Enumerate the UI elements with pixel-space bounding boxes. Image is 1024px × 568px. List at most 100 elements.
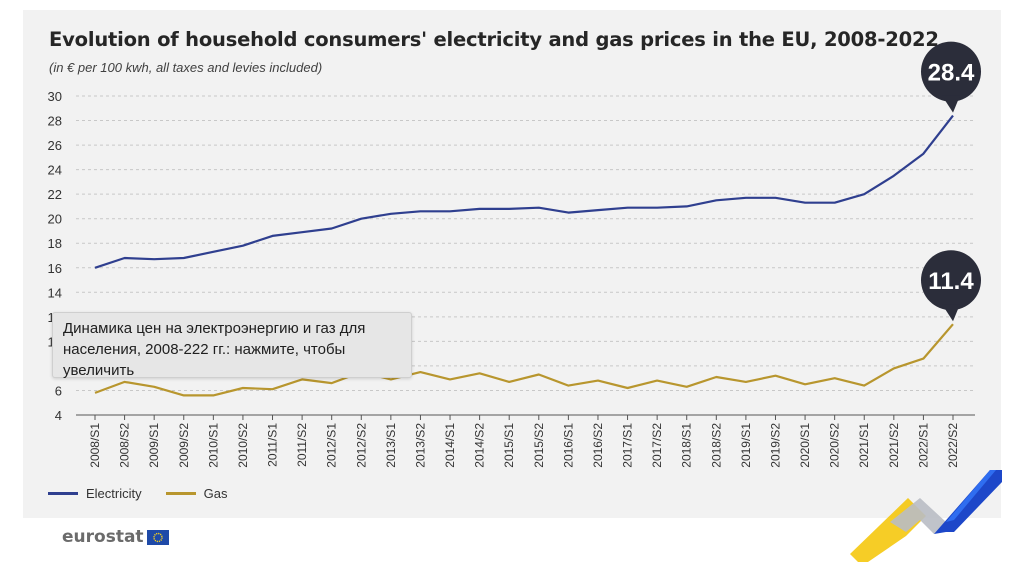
electricity-swatch: [48, 492, 78, 495]
data-point-gas[interactable]: [179, 390, 189, 400]
legend-item-electricity[interactable]: Electricity: [48, 486, 142, 501]
data-point-electricity[interactable]: [179, 253, 189, 263]
data-point-gas[interactable]: [711, 372, 721, 382]
y-tick-label: 4: [55, 408, 62, 423]
data-point-electricity[interactable]: [120, 253, 130, 263]
callout-electricity: 28.4: [921, 41, 981, 113]
zoom-tooltip[interactable]: Динамика цен на электроэнергию и газ для…: [52, 312, 412, 379]
logo-text: eurostat: [62, 527, 144, 547]
x-tick-label: 2009/S1: [147, 423, 161, 468]
chart-title: Evolution of household consumers' electr…: [49, 28, 939, 51]
data-point-gas[interactable]: [445, 374, 455, 384]
data-point-gas[interactable]: [918, 354, 928, 364]
data-point-gas[interactable]: [652, 376, 662, 386]
data-point-electricity[interactable]: [889, 171, 899, 181]
data-point-electricity[interactable]: [90, 263, 100, 273]
eurostat-decoration: [850, 470, 1002, 562]
x-tick-label: 2012/S1: [325, 423, 339, 468]
callout-label: 28.4: [928, 60, 975, 87]
series-line-gas[interactable]: [94, 323, 954, 397]
data-point-electricity[interactable]: [415, 206, 425, 216]
chart-subtitle: (in € per 100 kwh, all taxes and levies …: [49, 60, 323, 75]
data-point-electricity[interactable]: [652, 203, 662, 213]
legend-label-electricity: Electricity: [86, 486, 142, 501]
data-point-gas[interactable]: [889, 363, 899, 373]
data-point-gas[interactable]: [563, 381, 573, 391]
data-point-electricity[interactable]: [800, 198, 810, 208]
x-tick-label: 2017/S1: [621, 423, 635, 468]
legend-label-gas: Gas: [203, 486, 228, 501]
data-point-electricity[interactable]: [830, 198, 840, 208]
y-axis-ticks: 4681012141618202224262830: [48, 89, 62, 423]
data-point-electricity[interactable]: [208, 247, 218, 257]
series-lines: [90, 114, 954, 400]
legend-item-gas[interactable]: Gas: [165, 486, 228, 501]
data-point-gas[interactable]: [741, 377, 751, 387]
data-point-gas[interactable]: [90, 388, 100, 398]
x-tick-label: 2022/S1: [916, 423, 930, 468]
x-tick-label: 2017/S2: [650, 423, 664, 468]
data-point-electricity[interactable]: [682, 201, 692, 211]
chart-panel: [23, 10, 1001, 518]
data-point-gas[interactable]: [415, 367, 425, 377]
data-point-electricity[interactable]: [859, 189, 869, 199]
value-callouts: 28.4 11.4: [921, 41, 981, 322]
x-tick-label: 2008/S2: [118, 423, 132, 468]
data-point-electricity[interactable]: [504, 204, 514, 214]
x-tick-label: 2012/S2: [354, 423, 368, 468]
series-line-electricity[interactable]: [94, 114, 954, 269]
data-point-gas[interactable]: [800, 379, 810, 389]
data-point-electricity[interactable]: [356, 214, 366, 224]
x-tick-label: 2018/S2: [709, 423, 723, 468]
data-point-electricity[interactable]: [770, 193, 780, 203]
x-tick-label: 2014/S2: [473, 423, 487, 468]
data-point-gas[interactable]: [593, 376, 603, 386]
data-point-gas[interactable]: [327, 378, 337, 388]
x-tick-label: 2015/S2: [532, 423, 546, 468]
x-tick-label: 2019/S2: [768, 423, 782, 468]
data-point-electricity[interactable]: [711, 195, 721, 205]
data-point-gas[interactable]: [504, 377, 514, 387]
data-point-gas[interactable]: [475, 368, 485, 378]
data-point-gas[interactable]: [534, 370, 544, 380]
data-point-electricity[interactable]: [297, 227, 307, 237]
data-point-gas[interactable]: [268, 384, 278, 394]
data-point-electricity[interactable]: [741, 193, 751, 203]
data-point-gas[interactable]: [682, 382, 692, 392]
data-point-electricity[interactable]: [534, 203, 544, 213]
data-point-electricity[interactable]: [475, 204, 485, 214]
data-point-electricity[interactable]: [327, 224, 337, 234]
data-point-electricity[interactable]: [623, 203, 633, 213]
x-tick-label: 2013/S1: [384, 423, 398, 468]
data-point-gas[interactable]: [623, 383, 633, 393]
data-point-electricity[interactable]: [563, 208, 573, 218]
y-tick-label: 28: [48, 114, 62, 129]
x-axis: 2008/S1 2008/S2 2009/S1 2009/S2 2010/S1 2010/…: [76, 414, 975, 468]
data-point-gas[interactable]: [770, 371, 780, 381]
data-point-electricity[interactable]: [593, 205, 603, 215]
data-point-electricity[interactable]: [268, 231, 278, 241]
y-tick-label: 6: [55, 383, 62, 398]
x-tick-label: 2018/S1: [680, 423, 694, 468]
x-tick-label: 2008/S1: [88, 423, 102, 468]
x-tick-label: 2019/S1: [739, 423, 753, 468]
x-tick-label: 2011/S2: [295, 423, 309, 467]
data-point-electricity[interactable]: [238, 241, 248, 251]
data-point-gas[interactable]: [859, 381, 869, 391]
y-tick-label: 26: [48, 138, 62, 153]
eu-flag-icon: [146, 529, 169, 545]
data-point-electricity[interactable]: [386, 209, 396, 219]
data-point-gas[interactable]: [238, 383, 248, 393]
callout-gas: 11.4: [921, 250, 981, 322]
data-point-electricity[interactable]: [445, 206, 455, 216]
x-tick-label: 2022/S2: [946, 423, 960, 468]
eurostat-logo[interactable]: eurostat: [62, 527, 169, 547]
x-tick-label: 2013/S2: [413, 423, 427, 468]
x-tick-label: 2020/S1: [798, 423, 812, 468]
data-point-gas[interactable]: [830, 373, 840, 383]
data-point-electricity[interactable]: [149, 254, 159, 264]
data-point-electricity[interactable]: [918, 149, 928, 159]
data-point-gas[interactable]: [149, 382, 159, 392]
data-point-gas[interactable]: [208, 390, 218, 400]
